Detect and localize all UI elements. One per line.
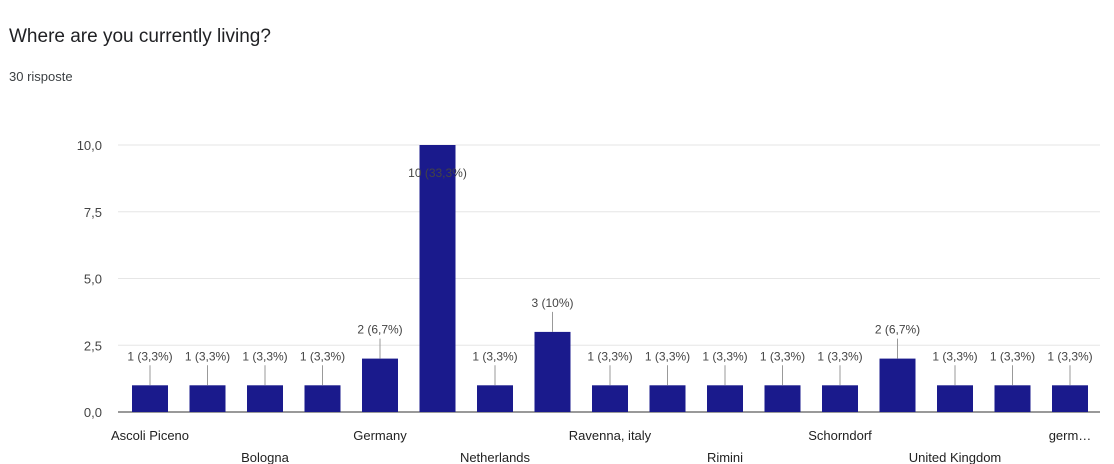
category-label: Netherlands [460,450,531,464]
bar [132,385,168,412]
bar [822,385,858,412]
data-label: 1 (3,3%) [1047,349,1092,363]
category-label: Germany [353,428,407,443]
bars [132,145,1088,412]
bar [707,385,743,412]
data-label: 1 (3,3%) [127,349,172,363]
y-tick-label: 0,0 [84,405,102,420]
bar [994,385,1031,412]
y-tick-label: 10,0 [77,138,102,153]
data-label: 1 (3,3%) [932,349,977,363]
y-tick-label: 7,5 [84,205,102,220]
data-label: 1 (3,3%) [645,349,690,363]
category-label: United Kingdom [909,450,1002,464]
bar [362,358,398,412]
data-label: 1 (3,3%) [702,349,747,363]
data-label: 1 (3,3%) [242,349,287,363]
bar [649,385,686,412]
category-label: germ… [1049,428,1092,443]
bar [534,331,571,412]
category-label: Schorndorf [808,428,872,443]
data-label: 1 (3,3%) [817,349,862,363]
data-labels: 1 (3,3%) 1 (3,3%) 1 (3,3%) 1 (3,3%) 2 (6,7%)… [127,166,1093,386]
data-label: 2 (6,7%) [875,323,920,337]
data-label: 1 (3,3%) [185,349,230,363]
category-label: Ascoli Piceno [111,428,189,443]
bar [937,385,973,412]
bar [477,385,513,412]
bar [1052,385,1088,412]
bar [304,385,341,412]
data-label: 1 (3,3%) [300,349,345,363]
data-label: 1 (3,3%) [472,349,517,363]
category-label: Bologna [241,450,289,464]
data-label: 1 (3,3%) [760,349,805,363]
question-title: Where are you currently living? [9,26,271,47]
bar [592,385,628,412]
y-tick-label: 5,0 [84,272,102,287]
bar [419,145,456,412]
bar [879,358,916,412]
category-label: Ravenna, italy [569,428,652,443]
data-label: 2 (6,7%) [357,323,402,337]
y-tick-label: 2,5 [84,338,102,353]
category-label: Rimini [707,450,743,464]
response-count: 30 risposte [9,69,73,84]
bar [247,385,283,412]
data-label: 3 (10%) [531,296,573,310]
data-label: 1 (3,3%) [587,349,632,363]
data-label: 10 (33,3%) [408,166,467,180]
bar [764,385,801,412]
y-axis-ticks: 0,0 2,5 5,0 7,5 10,0 [77,138,102,420]
category-labels: Ascoli Piceno Bologna Germany Netherlands Ra… [111,428,1091,464]
bar [189,385,226,412]
data-label: 1 (3,3%) [990,349,1035,363]
